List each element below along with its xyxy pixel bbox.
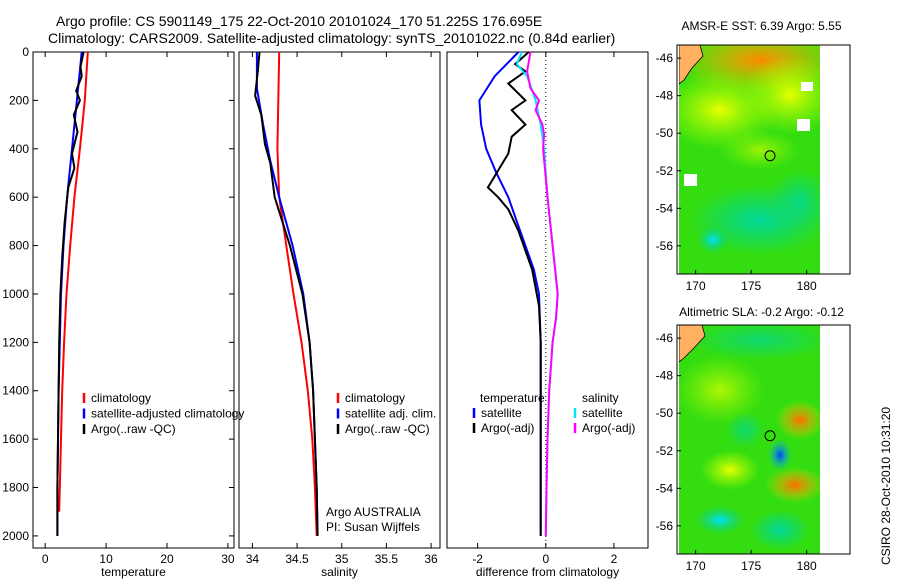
temperature-ytick-label: 1600 <box>2 432 29 446</box>
difference-axes <box>446 51 649 549</box>
sla-ytick-label: -46 <box>656 331 674 345</box>
amsre-frame <box>676 44 851 275</box>
sst-map <box>679 45 820 274</box>
amsre-xtick-label: 175 <box>741 279 761 293</box>
salinity-xlabel: salinity <box>321 565 358 579</box>
temperature-ytick-label: 1800 <box>2 481 29 495</box>
sla-frame <box>676 324 851 555</box>
temperature-series-argo-raw-qc- <box>56 51 85 536</box>
temperature-ytick-label: 0 <box>22 45 29 59</box>
temperature-axes <box>32 51 235 549</box>
amsre-ytick-label: -50 <box>656 126 674 140</box>
amsre-ytick-label: -46 <box>656 51 674 65</box>
salinity-xtick-label: 34.5 <box>285 552 309 566</box>
difference-series-temperature-satellite <box>478 51 542 536</box>
sla-ytick-label: -52 <box>656 444 674 458</box>
amsre-ytick-label: -54 <box>656 201 674 215</box>
sal-legend-2-label: Argo(..raw -QC) <box>345 422 430 436</box>
sla-xtick-label: 170 <box>686 559 706 573</box>
sla-ytick-label: -54 <box>656 481 674 495</box>
temperature-xtick-label: 0 <box>42 552 49 566</box>
salinity-xtick-label: 35.5 <box>375 552 399 566</box>
sla-ytick-label: -56 <box>656 519 674 533</box>
salinity-series-argo-raw-qc- <box>254 51 319 536</box>
diff-legend-sal-sat-label: satellite <box>582 406 623 420</box>
amsre-xtick-label: 180 <box>797 279 817 293</box>
salinity-xtick-label: 34 <box>246 552 260 566</box>
header-line1: Argo profile: CS 5901149_175 22-Oct-2010… <box>56 13 542 29</box>
diff-legend-temp-title: temperature <box>480 391 545 405</box>
difference-series-temperature-argo-adj- <box>486 51 542 536</box>
amsre-ytick-label: -56 <box>656 239 674 253</box>
header-line2: Climatology: CARS2009. Satellite-adjuste… <box>48 30 615 46</box>
sal-legend-0-label: climatology <box>345 391 405 405</box>
sla-argo-marker <box>764 430 776 442</box>
amsre-argo-marker <box>764 150 776 162</box>
salinity-axes <box>238 51 441 549</box>
salinity-series-climatology <box>276 51 318 536</box>
temp-legend-0-label: climatology <box>91 391 151 405</box>
temperature-ytick-label: 600 <box>9 190 29 204</box>
temperature-ytick-label: 200 <box>9 93 29 107</box>
temperature-ytick-label: 1000 <box>2 287 29 301</box>
diff-legend-sal-title: salinity <box>582 391 619 405</box>
sla-ytick-label: -50 <box>656 406 674 420</box>
temperature-panel: 0 10 20 30 0 200 400 600 800 1000 1200 1400 1600 1800… <box>2 45 244 579</box>
difference-xtick-label: 0 <box>542 552 549 566</box>
signature: CSIRO 28-Oct-2010 10:31:20 <box>879 407 893 565</box>
temperature-xlabel: temperature <box>101 565 166 579</box>
amsre-ytick-label: -52 <box>656 164 674 178</box>
temperature-ytick-label: 1200 <box>2 335 29 349</box>
temperature-ytick-label: 1400 <box>2 384 29 398</box>
difference-xlabel: difference from climatology <box>476 565 619 579</box>
sla-map <box>679 325 820 554</box>
difference-xtick-label: 2 <box>611 552 618 566</box>
amsre-xtick-label: 170 <box>686 279 706 293</box>
annotation-pi: PI: Susan Wijffels <box>326 520 420 534</box>
amsre-title: AMSR-E SST: 6.39 Argo: 5.55 <box>681 19 841 33</box>
diff-legend-sal-argo-label: Argo(-adj) <box>582 421 635 435</box>
temperature-ytick-label: 2000 <box>2 529 29 543</box>
sla-xtick-label: 175 <box>741 559 761 573</box>
sal-legend-1-label: satellite adj. clim. <box>345 407 436 421</box>
sla-xtick-label: 180 <box>797 559 817 573</box>
difference-xtick-label: -2 <box>472 552 483 566</box>
sla-map-axes: Altimetric SLA: -0.2 Argo: -0.12 170 175 18… <box>656 305 851 573</box>
temp-legend-1-label: satellite-adjusted climatology <box>91 407 244 421</box>
temperature-xtick-label: 20 <box>160 552 174 566</box>
salinity-xtick-label: 36 <box>424 552 438 566</box>
diff-legend-temp-sat-label: satellite <box>481 406 522 420</box>
amsre-ytick-label: -48 <box>656 89 674 103</box>
sla-title: Altimetric SLA: -0.2 Argo: -0.12 <box>679 305 844 319</box>
temp-legend-2-label: Argo(..raw -QC) <box>91 422 176 436</box>
difference-series-salinity-argo-adj- <box>526 51 559 536</box>
temperature-xtick-label: 30 <box>221 552 235 566</box>
salinity-panel: 34 34.5 35 35.5 36 salinity climatology satelli… <box>238 51 441 579</box>
salinity-series-satellite-adj-clim- <box>255 52 319 536</box>
temperature-ytick-label: 800 <box>9 239 29 253</box>
temperature-series-climatology <box>58 51 89 512</box>
temperature-ytick-label: 400 <box>9 142 29 156</box>
salinity-xtick-label: 35 <box>335 552 349 566</box>
annotation-argo: Argo AUSTRALIA <box>326 505 421 519</box>
sla-ytick-label: -48 <box>656 369 674 383</box>
temperature-xtick-label: 10 <box>99 552 113 566</box>
amsre-map-axes: AMSR-E SST: 6.39 Argo: 5.55 170 175 180 -46 -… <box>656 19 851 293</box>
diff-legend-temp-argo-label: Argo(-adj) <box>481 421 534 435</box>
